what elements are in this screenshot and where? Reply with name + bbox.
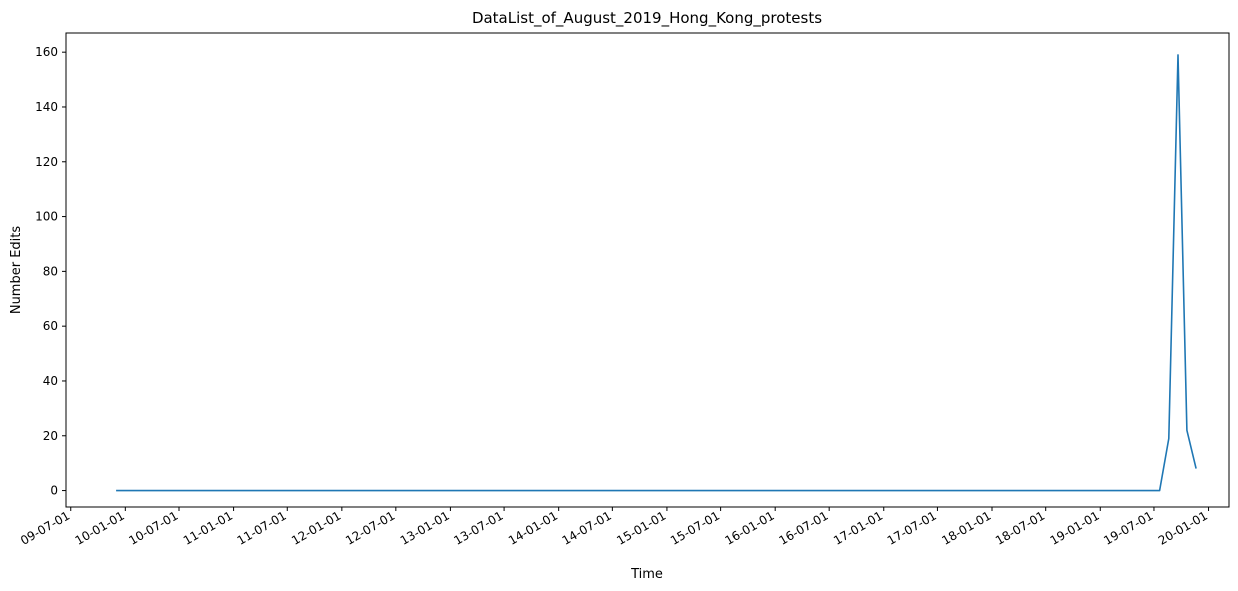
y-axis: 0 20 40 60 80 100 120 140 160 bbox=[35, 45, 66, 498]
y-tick-label: 140 bbox=[35, 100, 58, 114]
x-tick-label: 13-01-01 bbox=[398, 508, 452, 547]
chart-title: DataList_of_August_2019_Hong_Kong_protes… bbox=[472, 9, 822, 28]
x-tick-label: 14-07-01 bbox=[560, 508, 614, 547]
x-tick-label: 11-01-01 bbox=[181, 508, 235, 547]
x-tick-label: 12-07-01 bbox=[343, 508, 397, 547]
x-tick-label: 09-07-01 bbox=[18, 508, 72, 547]
x-tick-label: 15-07-01 bbox=[668, 508, 722, 547]
y-tick-label: 160 bbox=[35, 45, 58, 59]
y-tick-label: 0 bbox=[50, 484, 58, 498]
x-tick-label: 18-07-01 bbox=[993, 508, 1047, 547]
series-line bbox=[116, 54, 1197, 492]
x-tick-label: 16-01-01 bbox=[723, 508, 777, 547]
x-tick-label: 16-07-01 bbox=[777, 508, 831, 547]
x-tick-label: 10-07-01 bbox=[126, 508, 180, 547]
x-axis-label: Time bbox=[630, 567, 663, 582]
x-tick-label: 14-01-01 bbox=[506, 508, 560, 547]
x-tick-label: 19-07-01 bbox=[1101, 508, 1155, 547]
y-tick-label: 20 bbox=[43, 429, 58, 443]
x-tick-label: 12-01-01 bbox=[289, 508, 343, 547]
y-tick-label: 80 bbox=[43, 264, 58, 278]
x-tick-label: 10-01-01 bbox=[73, 508, 127, 547]
y-axis-label: Number Edits bbox=[9, 226, 24, 315]
x-axis: 09-07-01 10-01-01 10-07-01 11-01-01 11-07-01… bbox=[18, 507, 1210, 548]
y-tick-label: 60 bbox=[43, 319, 58, 333]
x-tick-label: 19-01-01 bbox=[1048, 508, 1102, 547]
x-tick-label: 17-07-01 bbox=[885, 508, 939, 547]
plot-area bbox=[65, 32, 1230, 508]
x-tick-label: 20-01-01 bbox=[1156, 508, 1210, 547]
x-tick-label: 18-01-01 bbox=[939, 508, 993, 547]
x-tick-label: 15-01-01 bbox=[614, 508, 668, 547]
series-layer bbox=[116, 54, 1197, 492]
x-tick-label: 13-07-01 bbox=[451, 508, 505, 547]
x-tick-label: 11-07-01 bbox=[235, 508, 289, 547]
y-tick-label: 120 bbox=[35, 155, 58, 169]
y-tick-label: 40 bbox=[43, 374, 58, 388]
y-tick-label: 100 bbox=[35, 210, 58, 224]
x-tick-label: 17-01-01 bbox=[831, 508, 885, 547]
